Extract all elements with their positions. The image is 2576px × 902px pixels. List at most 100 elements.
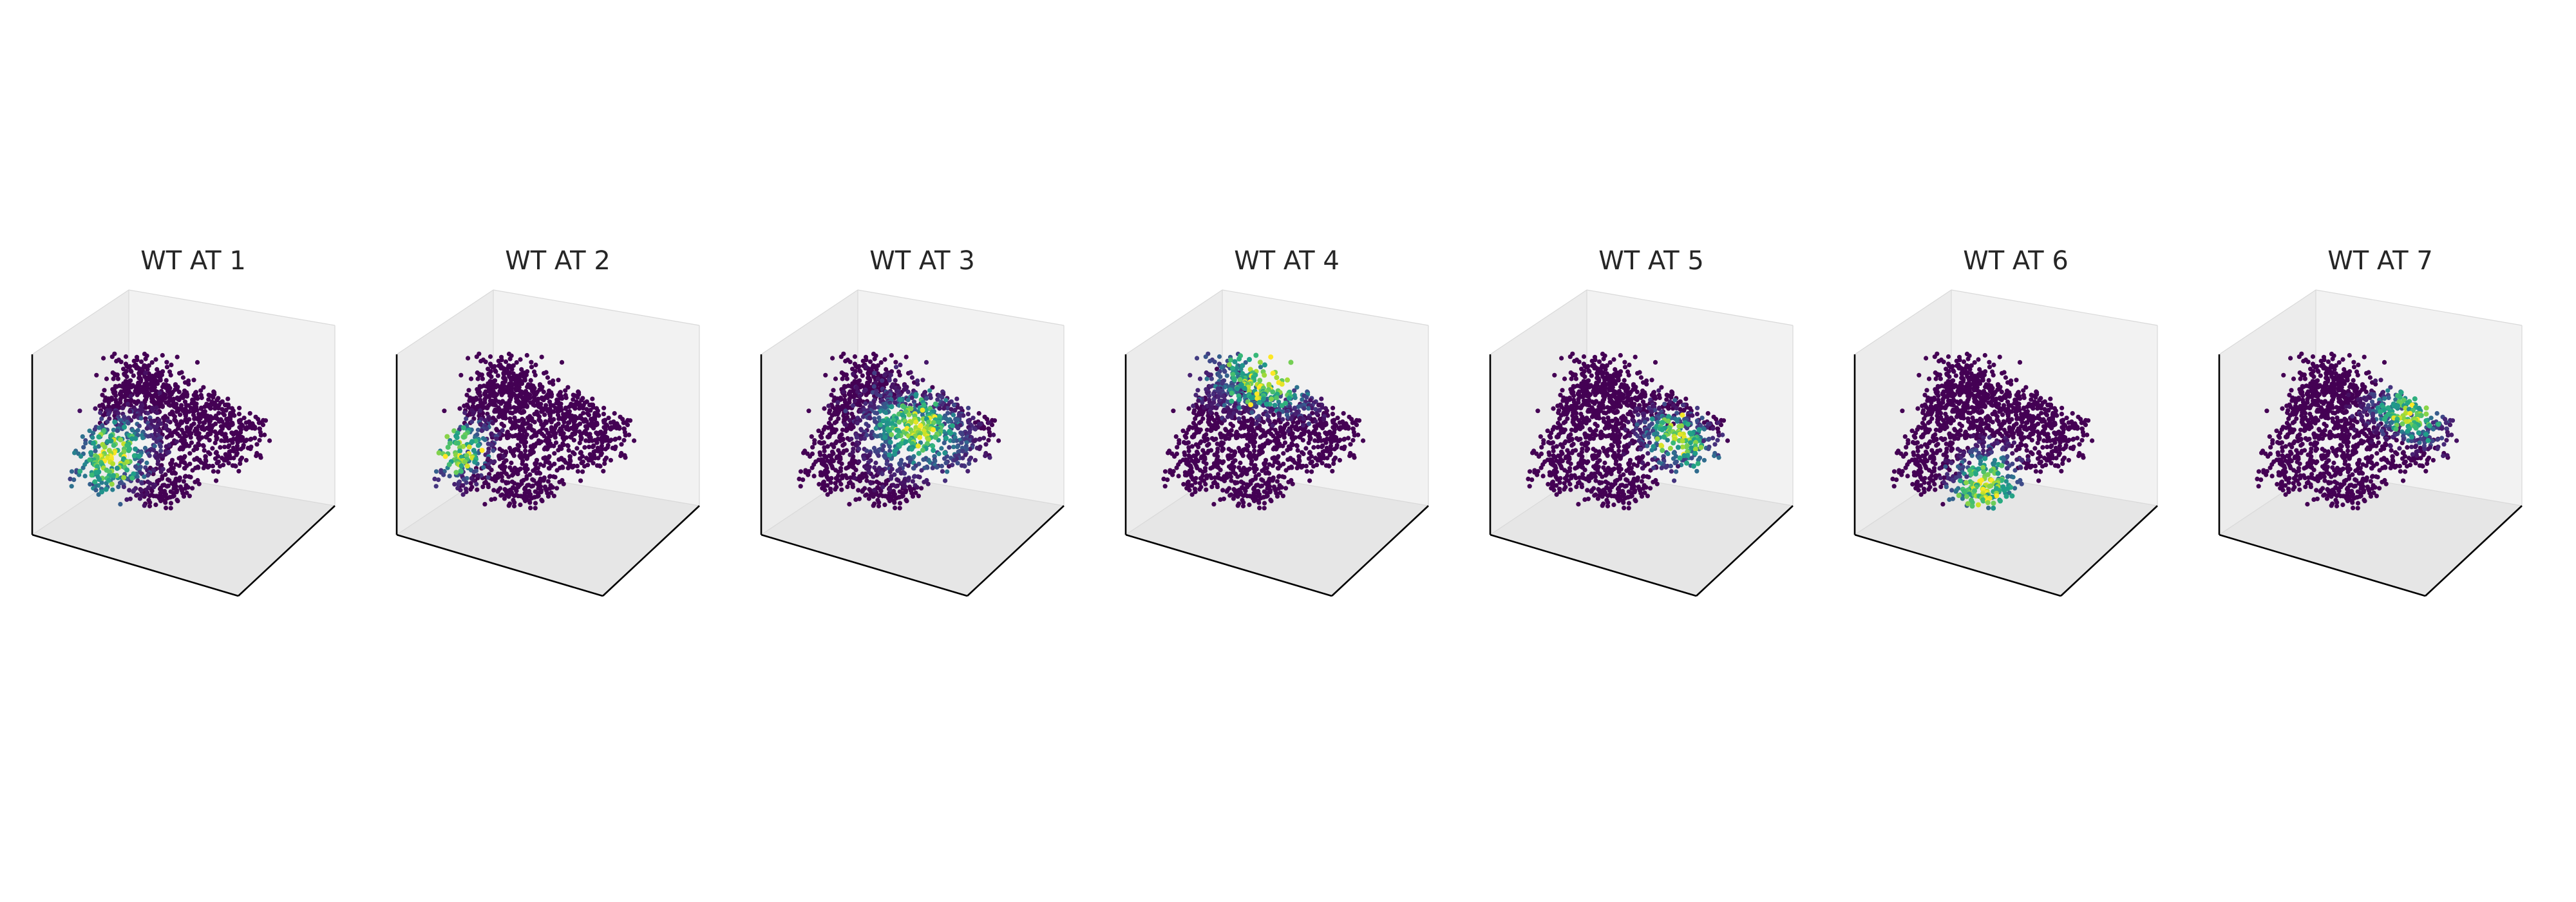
scatter-point [1307,437,1312,442]
scatter-point [567,420,572,425]
scatter-point [958,406,963,411]
scatter-point [164,365,170,370]
scatter-point [512,500,517,505]
scatter-point [1230,423,1235,428]
scatter-point [173,471,178,476]
scatter-point [551,381,556,387]
scatter-point [986,437,991,443]
scatter-point [892,500,897,505]
scatter-point [483,360,488,365]
scatter-point [454,435,460,441]
scatter-point [236,412,242,417]
scatter-point [1323,440,1329,445]
scatter-point [213,406,218,411]
scatter-point [1226,456,1231,461]
scatter-point [860,489,865,494]
scatter-point [876,493,882,499]
scatter-point [1265,430,1270,435]
scatter-point [952,457,957,463]
scatter-point [164,435,169,440]
scatter-point [128,394,133,399]
scatter-point [489,374,494,379]
scatter-point [223,403,228,408]
scatter-point [816,428,821,434]
scatter-point [1218,374,1223,379]
scatter-point [855,421,860,426]
scatter-point [1286,479,1291,485]
scatter-point [575,395,580,400]
scatter-point [99,489,104,495]
scatter-point [506,474,511,479]
scatter-point [453,470,459,475]
scatter-point [436,450,442,456]
scatter-point [828,416,833,421]
scatter-point [257,437,262,443]
scatter-point [540,499,545,504]
scatter-point [821,427,826,432]
scatter-point [254,442,260,447]
scatter-point [444,434,450,439]
scatter-point [93,406,98,411]
scatter-point [168,462,174,467]
scatter-point [176,398,182,403]
scatter-point [1320,425,1325,431]
scatter-point [577,456,583,461]
subplot-title: WT AT 2 [505,246,611,276]
scatter-point [1223,436,1228,441]
scatter-point [857,478,862,484]
scatter-point [186,381,191,387]
scatter-point [222,445,227,450]
scatter-point [617,436,622,441]
scatter-point [518,357,523,362]
scatter-point [497,456,502,461]
scatter-point [565,385,571,390]
scatter-point [876,503,882,509]
scatter-point [1243,488,1248,494]
scatter-point [222,412,227,417]
scatter-point [956,449,961,454]
scatter-point [943,436,949,441]
scatter-point [1262,506,1267,511]
scatter-point [110,461,116,466]
scatter-point [922,479,927,485]
scatter-point [1220,448,1225,453]
scatter-point [1226,436,1232,441]
scatter-point [151,485,156,490]
scatter-point [951,445,956,450]
scatter-point [518,405,524,410]
scatter-point [930,443,936,449]
scatter-3d-plot [31,289,336,597]
scatter-point [478,421,483,427]
scatter-point [836,469,841,475]
scatter-point [210,463,215,468]
scatter-point [942,450,948,456]
scatter-point [840,475,845,481]
scatter-point [596,456,601,461]
scatter-point [964,446,969,452]
scatter-point [1176,474,1181,479]
scatter-point [194,360,200,365]
scatter-point [1240,453,1245,458]
scatter-point [144,426,149,431]
scatter-point [621,420,626,425]
scatter-point [537,471,543,476]
scatter-point [547,466,552,471]
scatter-point [848,452,853,457]
scatter-point [99,416,104,421]
scatter-point [500,478,505,483]
scatter-point [77,468,83,474]
scatter-point [1245,436,1250,441]
scatter-point [1285,448,1290,453]
scatter-point [1307,478,1312,483]
scatter-point [573,406,578,411]
scatter-point [1193,480,1198,485]
scatter-point [226,461,231,466]
scatter-point [1235,503,1240,508]
scatter-point [223,408,229,413]
scatter-point [867,416,873,421]
scatter-point [844,422,849,427]
scatter-point [237,405,242,410]
scatter-point [863,401,868,406]
scatter-3d-plot [395,289,700,597]
scatter-point [920,447,925,453]
